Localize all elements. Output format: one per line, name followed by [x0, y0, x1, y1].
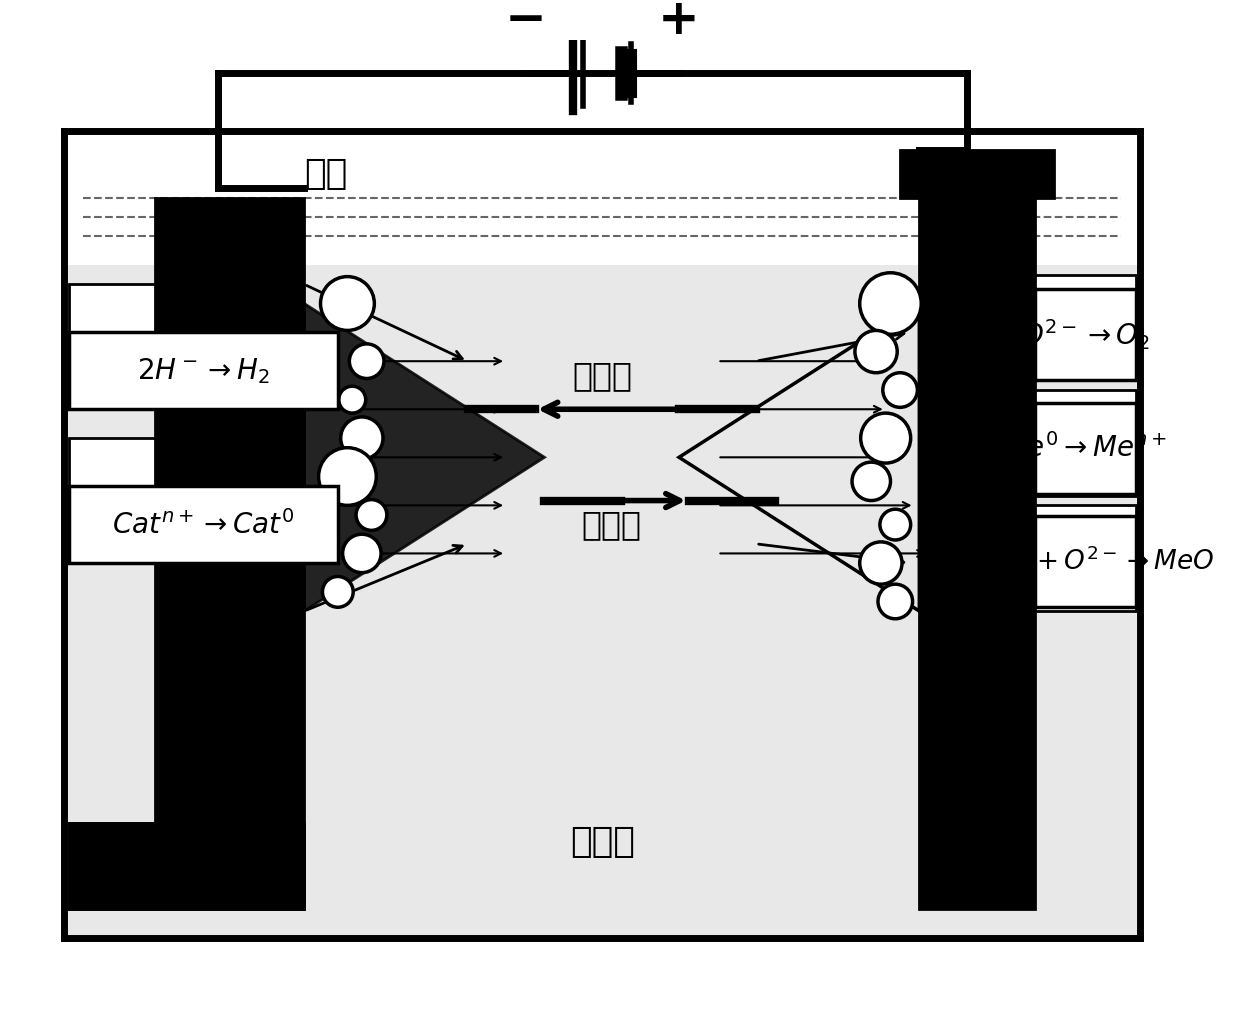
Bar — [900, 150, 1054, 197]
Text: +: + — [658, 0, 699, 44]
Bar — [68, 822, 304, 909]
Bar — [1034, 402, 1136, 494]
Circle shape — [322, 577, 353, 607]
Text: 阳离子: 阳离子 — [582, 508, 642, 541]
Circle shape — [350, 344, 384, 378]
Bar — [68, 486, 337, 564]
Circle shape — [339, 386, 366, 414]
Circle shape — [342, 535, 381, 573]
Bar — [1034, 390, 1136, 495]
Circle shape — [852, 462, 890, 500]
Circle shape — [880, 509, 910, 540]
Text: $Cat^{n+} \rightarrow Cat^0$: $Cat^{n+} \rightarrow Cat^0$ — [112, 510, 294, 540]
Bar — [1034, 516, 1136, 607]
Text: $O^{2-} \rightarrow O_2$: $O^{2-} \rightarrow O_2$ — [1021, 317, 1149, 353]
Text: 阳极: 阳极 — [939, 157, 982, 190]
Bar — [919, 197, 1034, 909]
Bar — [68, 332, 337, 409]
Bar — [68, 438, 155, 564]
Bar — [155, 197, 304, 822]
Text: 阴离子: 阴离子 — [572, 359, 632, 392]
Circle shape — [878, 584, 913, 618]
Circle shape — [320, 277, 374, 331]
Bar — [66, 265, 1138, 936]
Text: −: − — [505, 0, 546, 44]
Bar — [68, 284, 155, 409]
Text: $Me^{n+} + O^{2-} \rightarrow MeO$: $Me^{n+} + O^{2-} \rightarrow MeO$ — [956, 547, 1214, 576]
Circle shape — [356, 499, 387, 530]
Circle shape — [859, 273, 921, 334]
Circle shape — [319, 448, 376, 506]
Bar — [68, 822, 304, 909]
Circle shape — [859, 542, 901, 584]
Circle shape — [861, 414, 910, 463]
Circle shape — [341, 417, 383, 459]
Bar — [1034, 506, 1136, 611]
Circle shape — [883, 372, 918, 407]
Text: $2H^- \rightarrow H_2$: $2H^- \rightarrow H_2$ — [136, 356, 269, 386]
Text: 电解液: 电解液 — [569, 825, 635, 859]
Bar — [1034, 275, 1136, 381]
Text: $Me^0 \rightarrow Me^{n+}$: $Me^0 \rightarrow Me^{n+}$ — [1003, 433, 1167, 463]
Polygon shape — [304, 304, 544, 611]
Circle shape — [854, 331, 898, 372]
Text: 阴极: 阴极 — [304, 157, 347, 190]
Bar — [1034, 290, 1136, 381]
